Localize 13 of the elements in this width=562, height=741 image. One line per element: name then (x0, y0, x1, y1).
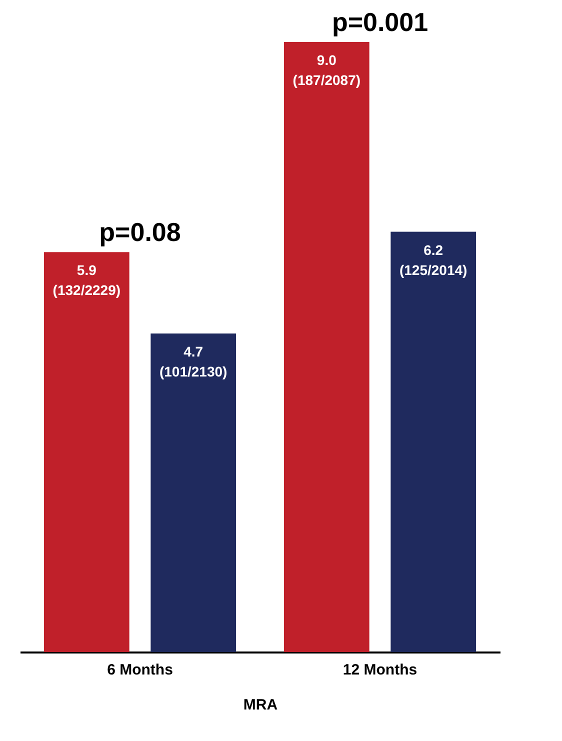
data-label: 4.7 (101/2130) (159, 343, 228, 380)
x-axis-title: MRA (243, 696, 278, 714)
bar (284, 42, 370, 652)
bar (390, 232, 476, 652)
x-tick-label: 12 Months (342, 662, 418, 678)
data-label: 9.0 (187/2087) (292, 52, 361, 88)
data-label: 5.9 (132/2229) (52, 262, 121, 298)
bar (44, 252, 130, 652)
data-label: 6.2 (125/2014) (399, 242, 468, 278)
bar (150, 333, 236, 652)
text: p=0.001 (332, 7, 428, 37)
annotation: p=0.08 (99, 217, 181, 248)
x-tick-label: 6 Months (107, 662, 173, 678)
